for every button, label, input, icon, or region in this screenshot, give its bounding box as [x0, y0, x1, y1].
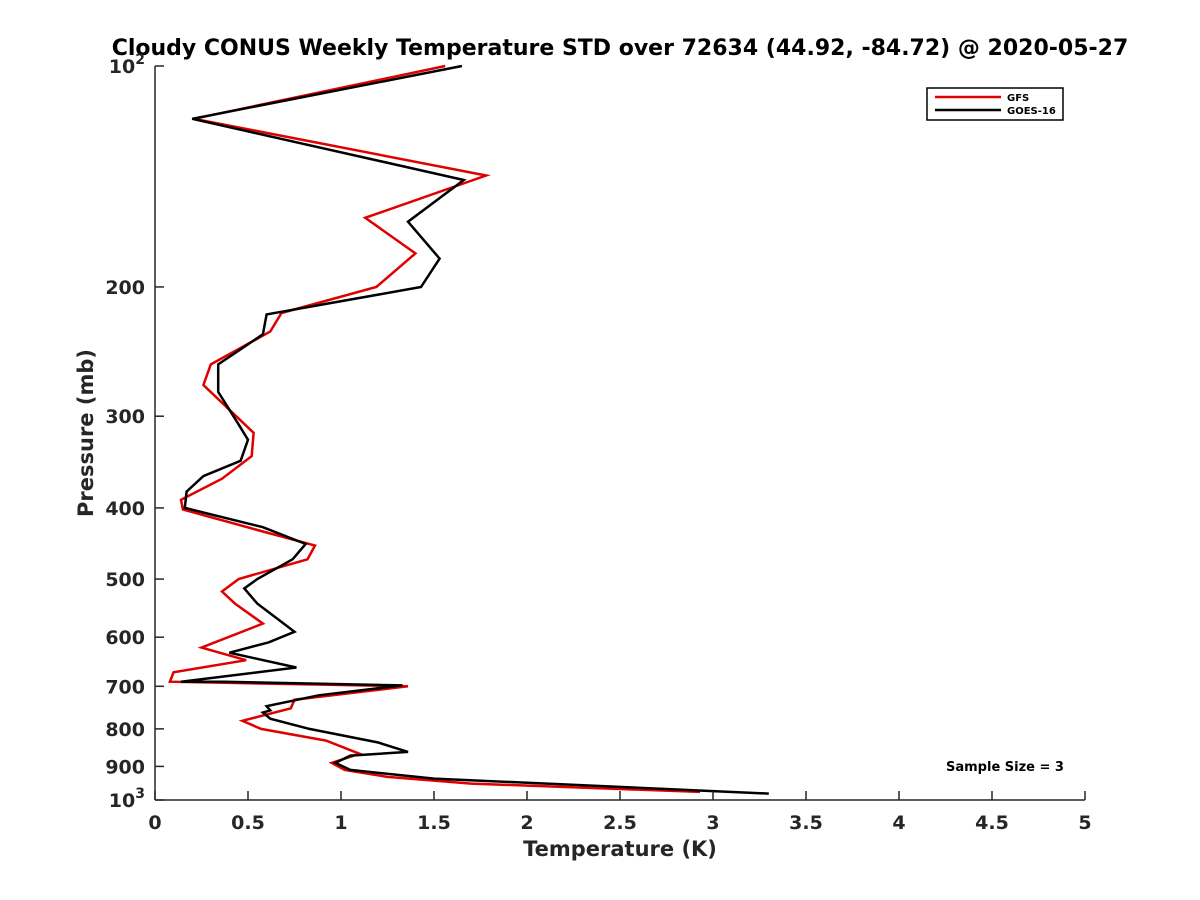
legend-label-gfs: GFS [1007, 93, 1029, 104]
legend-label-goes16: GOES-16 [1007, 106, 1056, 117]
x-tick-label: 4.5 [975, 812, 1009, 834]
x-tick-label: 1 [334, 812, 347, 834]
plot-area [154, 64, 1085, 801]
legend: GFS GOES-16 [926, 87, 1064, 121]
y-tick-label: 400 [105, 498, 145, 520]
x-axis-ticks: 0 0.5 1 1.5 2 2.5 3 3.5 4 4.5 5 [148, 791, 1092, 834]
y-tick-label: 800 [105, 719, 145, 741]
y-tick-label: 103 [109, 786, 145, 812]
y-tick-label: 700 [105, 676, 145, 698]
x-tick-label: 5 [1078, 812, 1091, 834]
chart-title: Cloudy CONUS Weekly Temperature STD over… [112, 36, 1129, 61]
x-tick-label: 4 [892, 812, 905, 834]
legend-box [926, 87, 1064, 121]
y-tick-label: 900 [105, 756, 145, 778]
x-tick-label: 2.5 [603, 812, 637, 834]
x-axis-label: Temperature (K) [523, 837, 717, 861]
x-tick-label: 0.5 [231, 812, 265, 834]
y-tick-label: 200 [105, 277, 145, 299]
y-tick-label: 600 [105, 627, 145, 649]
series-line-goes16 [180, 64, 769, 795]
y-tick-label: 300 [105, 406, 145, 428]
x-tick-label: 1.5 [417, 812, 451, 834]
y-axis-ticks: 102 200 300 400 500 600 700 800 900 103 [105, 52, 164, 812]
y-tick-label: 500 [105, 569, 145, 591]
x-tick-label: 0 [148, 812, 161, 834]
y-tick-label: 102 [109, 52, 145, 78]
y-axis-label: Pressure (mb) [74, 349, 98, 517]
x-tick-label: 3.5 [789, 812, 823, 834]
x-tick-label: 2 [520, 812, 533, 834]
series-line-gfs [168, 64, 701, 794]
sample-size-annotation: Sample Size = 3 [946, 760, 1064, 775]
x-tick-label: 3 [706, 812, 719, 834]
